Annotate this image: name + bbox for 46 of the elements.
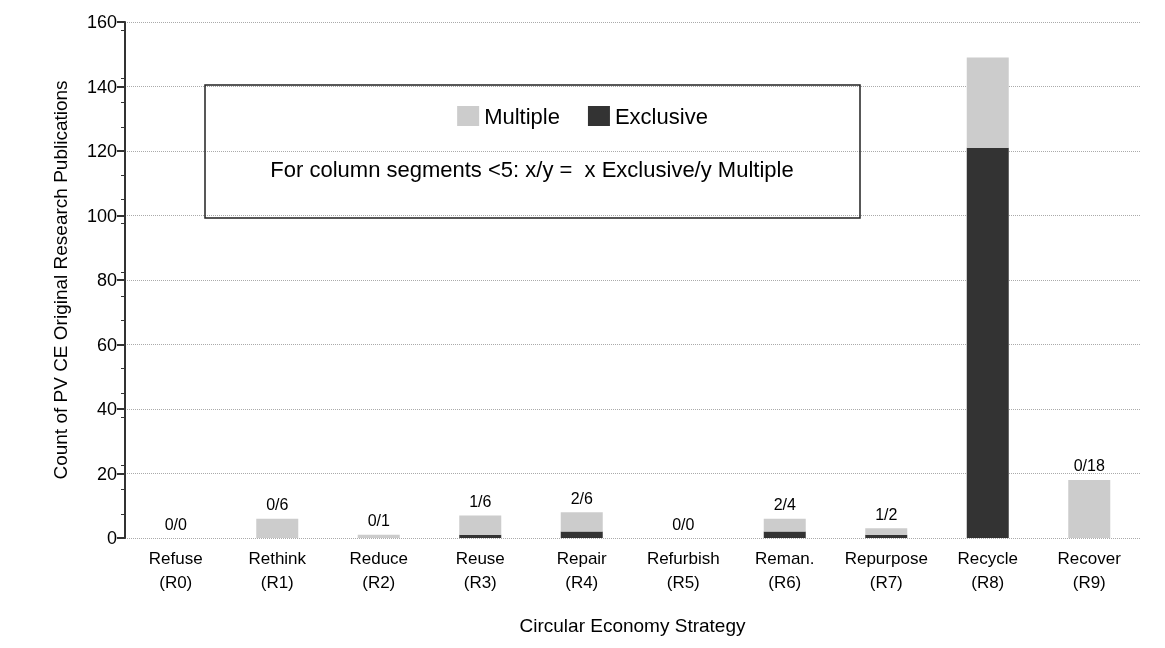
x-tick-label: Reman. (R6) <box>754 548 815 592</box>
bar <box>459 515 502 535</box>
bar <box>763 531 806 538</box>
annotation: 0/0 <box>672 515 695 533</box>
x-tick-label: Repurpose (R7) <box>844 548 928 592</box>
x-tick-label: Refurbish (R5) <box>646 548 720 592</box>
annotation: 0/0 <box>164 515 187 533</box>
annotation: 0/1 <box>367 512 390 530</box>
y-tick-label: 160 <box>86 12 117 32</box>
annotation: 1/6 <box>469 492 492 510</box>
bar <box>865 534 908 538</box>
bar <box>560 512 603 532</box>
x-axis-title: Circular Economy Strategy <box>519 615 746 636</box>
x-tick-label: Rethink (R1) <box>248 548 307 592</box>
y-tick-label: 140 <box>86 76 117 97</box>
y-tick-label: 20 <box>96 463 117 484</box>
annotation: 1/2 <box>875 505 898 523</box>
bar <box>560 531 603 538</box>
annotation: For column segments <5: x/y = x Exclusive/y Multiple <box>270 156 794 182</box>
x-tick-label: Reduce (R2) <box>349 548 409 592</box>
bar <box>865 528 908 535</box>
x-tick-label: Repair (R4) <box>556 548 608 592</box>
y-tick-label: 120 <box>86 141 117 161</box>
bar <box>459 534 502 538</box>
legend-label: Exclusive <box>614 103 708 129</box>
bar <box>763 518 806 532</box>
y-tick-label: 40 <box>96 399 117 419</box>
annotation: 0/18 <box>1073 457 1105 475</box>
x-tick-label: Reuse (R3) <box>455 548 505 592</box>
legend-label: Multiple <box>484 103 560 129</box>
y-axis-title: Count of PV CE Original Research Publications <box>50 80 71 480</box>
y-tick-label: 80 <box>96 270 117 290</box>
bar <box>966 147 1009 538</box>
y-tick-label: 60 <box>96 334 117 355</box>
bar <box>1068 479 1111 538</box>
annotation: 0/6 <box>266 496 289 514</box>
x-tick-label: Recycle (R8) <box>957 548 1018 592</box>
bar <box>256 518 299 538</box>
x-tick-label: Recover (R9) <box>1057 548 1122 592</box>
y-tick-label: 100 <box>86 205 117 226</box>
y-tick-label: 0 <box>106 528 117 548</box>
bar <box>966 57 1009 148</box>
annotation: 2/4 <box>773 496 796 514</box>
bar <box>357 534 400 538</box>
x-tick-label: Refuse (R0) <box>148 548 203 592</box>
annotation: 2/6 <box>570 489 593 507</box>
